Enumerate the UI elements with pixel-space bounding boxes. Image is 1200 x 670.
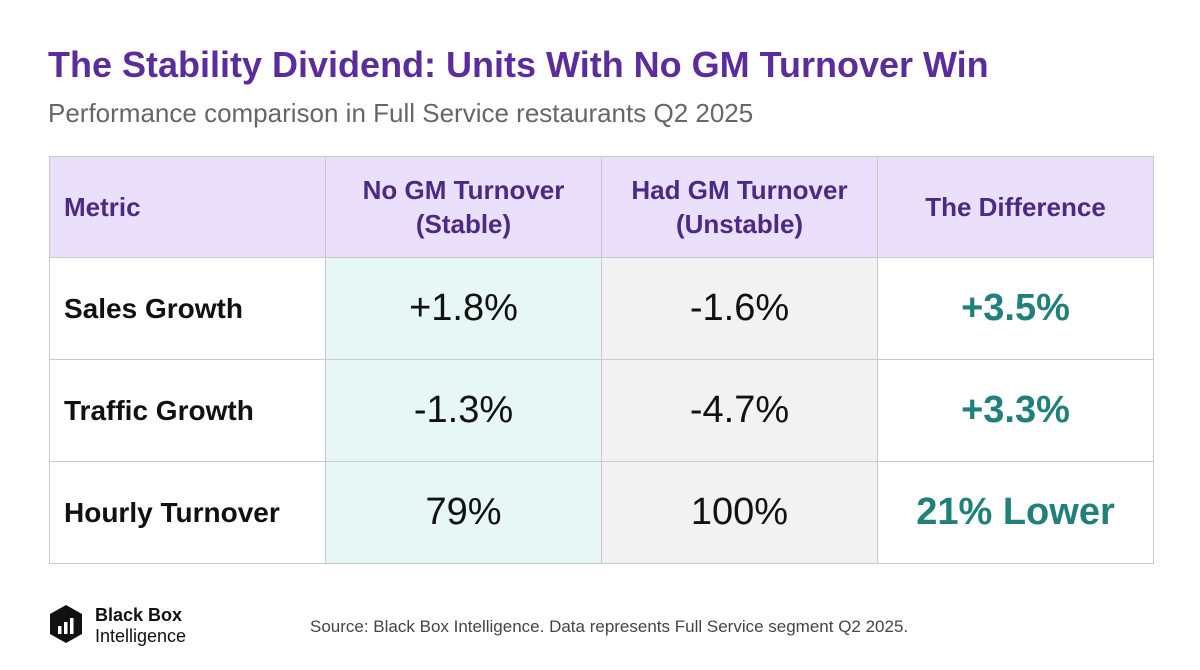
header-difference: The Difference	[877, 156, 1154, 258]
brand-name-line1: Black Box	[95, 605, 183, 625]
header-metric: Metric	[49, 156, 326, 258]
page-subtitle: Performance comparison in Full Service r…	[48, 98, 754, 128]
metric-cell: Traffic Growth	[49, 359, 326, 462]
difference-value-cell: 21% Lower	[877, 461, 1154, 564]
source-note: Source: Black Box Intelligence. Data rep…	[310, 617, 909, 636]
metric-cell: Sales Growth	[49, 257, 326, 360]
table-header-row: Metric No GM Turnover (Stable) Had GM Tu…	[49, 156, 1154, 258]
brand-name-line2: Intelligence	[95, 626, 187, 646]
header-stable-line1: No GM Turnover	[362, 175, 565, 205]
table-row: Hourly Turnover 79% 100% 21% Lower	[49, 461, 1154, 564]
header-metric-label: Metric	[64, 192, 141, 222]
header-difference-label: The Difference	[925, 192, 1106, 222]
comparison-table: Metric No GM Turnover (Stable) Had GM Tu…	[49, 156, 1154, 564]
header-unstable-line1: Had GM Turnover	[631, 175, 848, 205]
difference-value-cell: +3.5%	[877, 257, 1154, 360]
metric-cell: Hourly Turnover	[49, 461, 326, 564]
page-title: The Stability Dividend: Units With No GM…	[48, 44, 989, 85]
table-row: Traffic Growth -1.3% -4.7% +3.3%	[49, 359, 1154, 462]
stable-value-cell: -1.3%	[325, 359, 602, 462]
unstable-value-cell: -4.7%	[601, 359, 878, 462]
table-row: Sales Growth +1.8% -1.6% +3.5%	[49, 257, 1154, 360]
header-unstable: Had GM Turnover (Unstable)	[601, 156, 878, 258]
black-box-intelligence-logo-icon	[50, 605, 82, 643]
difference-value-cell: +3.3%	[877, 359, 1154, 462]
unstable-value-cell: -1.6%	[601, 257, 878, 360]
header-stable-line2: (Stable)	[415, 209, 512, 239]
stable-value-cell: +1.8%	[325, 257, 602, 360]
header-unstable-line2: (Unstable)	[675, 209, 804, 239]
unstable-value-cell: 100%	[601, 461, 878, 564]
header-stable: No GM Turnover (Stable)	[325, 156, 602, 258]
stable-value-cell: 79%	[325, 461, 602, 564]
